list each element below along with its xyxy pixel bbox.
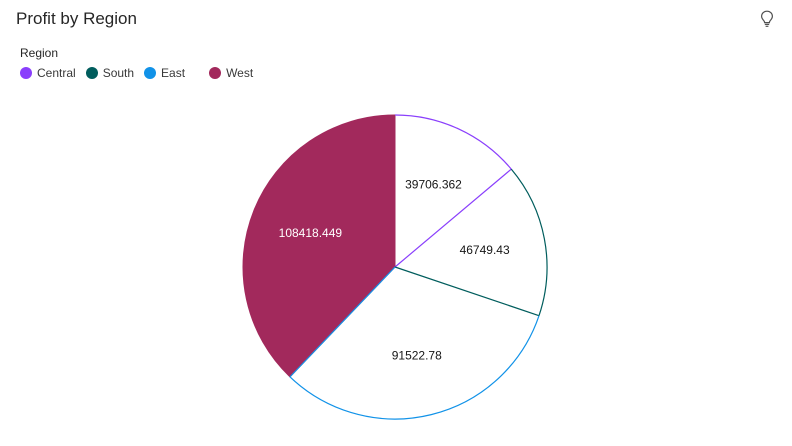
legend-swatch-west <box>209 67 222 79</box>
legend-item-east[interactable]: East <box>144 66 185 80</box>
legend-swatch-east <box>144 67 157 79</box>
legend: Region Central South East West <box>20 46 263 80</box>
insight-button[interactable] <box>756 8 778 30</box>
legend-title: Region <box>20 46 59 60</box>
legend-item-south[interactable]: South <box>85 66 135 80</box>
pie-slice-east[interactable] <box>289 267 539 420</box>
legend-label-central: Central <box>37 66 76 80</box>
pie-slice-central[interactable] <box>395 115 512 267</box>
lightbulb-icon <box>760 10 774 27</box>
legend-label-south: South <box>102 66 135 80</box>
legend-label-east: East <box>161 66 186 80</box>
pie-label-south: 46749.43 <box>460 243 510 257</box>
pie-slice-edge-east <box>289 266 396 378</box>
pie-slice-outline-central <box>394 114 512 170</box>
pie-slice-south[interactable] <box>395 169 548 316</box>
pie-slice-outline-south <box>510 168 548 316</box>
legend-swatch-central <box>20 67 32 79</box>
legend-item-central[interactable]: Central <box>20 66 76 80</box>
legend-items: Central South East West <box>20 66 263 80</box>
pie-label-west: 108418.449 <box>279 226 343 240</box>
pie-label-east: 91522.78 <box>392 349 442 363</box>
pie-slice-edge-south <box>394 266 540 317</box>
pie-slice-outline-east <box>289 315 540 420</box>
pie-slice-west[interactable] <box>242 114 396 378</box>
legend-item-west[interactable]: West <box>209 66 253 80</box>
legend-swatch-south <box>85 67 98 79</box>
pie-slice-edge-central <box>394 168 512 268</box>
chart-title: Profit by Region <box>16 9 137 28</box>
legend-label-west: West <box>226 66 254 80</box>
pie-label-central: 39706.362 <box>405 177 462 191</box>
